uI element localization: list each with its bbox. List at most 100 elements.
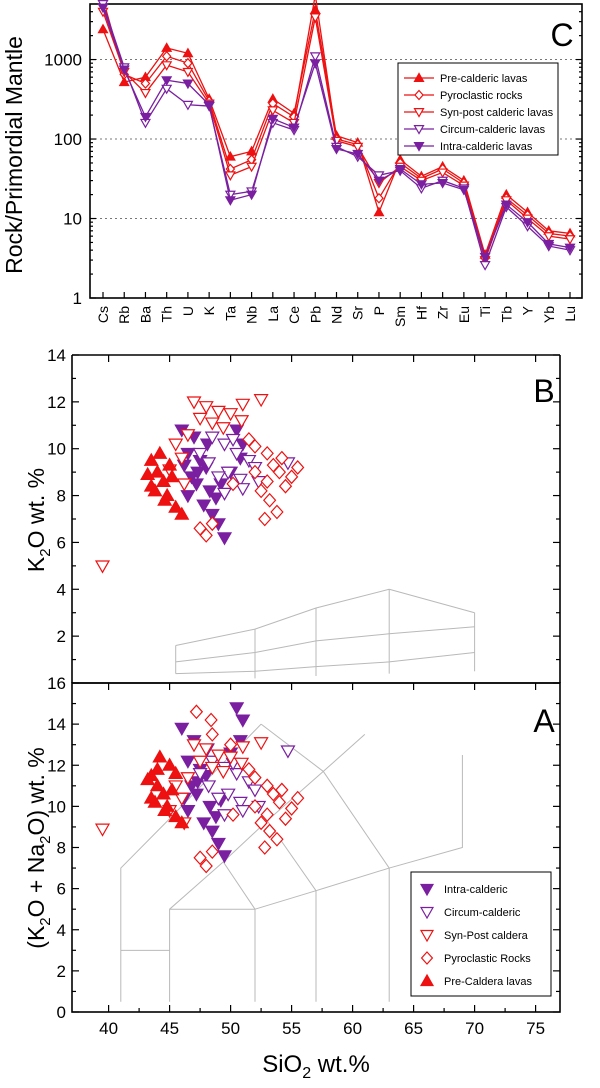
data-point [500,200,512,211]
data-point [204,431,220,445]
data-point [479,252,491,263]
data-point [543,232,555,242]
data-point [258,511,272,527]
data-point [270,504,284,520]
data-point [223,737,238,753]
data-point [159,798,175,812]
field-boundary [175,588,390,647]
data-point [564,235,576,245]
data-point [216,532,233,546]
data-point [272,794,287,810]
x-tick-label: 70 [465,1019,484,1038]
data-point [235,714,251,728]
data-point [309,52,321,62]
x-tick-label: 55 [282,1019,301,1038]
y-axis-label: Rock/Primordial Mantle [1,36,27,274]
data-point [140,466,156,480]
data-point [330,144,343,155]
data-point [202,800,218,815]
data-point [260,778,274,794]
element-label: La [265,306,281,322]
data-point [278,811,293,827]
data-point [205,727,219,742]
series-syn-post-caldera [94,737,269,837]
data-point [199,528,213,543]
element-label: U [180,306,196,316]
data-point [284,801,299,816]
y-label-mid: O + Na [23,844,49,918]
data-point [373,171,385,181]
element-label: Ta [222,306,238,321]
data-point [198,401,214,415]
data-point [278,478,293,494]
data-point [180,755,196,769]
panel-letter: C [550,17,573,53]
data-point [437,179,449,189]
data-point [164,469,180,483]
legend-label: Pre-Caldera lavas [444,976,533,988]
y-label-rest: O wt. % [23,468,49,549]
data-point [118,76,130,87]
data-point [242,761,256,777]
y-label-subscript: 2 [37,548,54,556]
x-label-subscript: 2 [302,1065,311,1082]
data-point [143,790,159,804]
data-point [192,412,208,426]
data-point [225,433,241,448]
data-point [143,452,159,466]
data-point [139,88,151,99]
data-point [253,737,269,751]
data-point [183,57,193,69]
series-pyroclastic-rocks [189,704,305,874]
y-label-subscript: 2 [37,835,54,843]
element-label: Cs [95,306,111,323]
field-boundary [222,861,256,910]
series-syn-post-caldera [94,394,269,574]
data-point [216,850,233,864]
data-point [437,168,449,179]
data-point [309,59,321,69]
data-point [210,837,226,852]
y-tick-label: 14 [47,715,66,734]
data-point [280,745,296,759]
data-point [174,792,190,806]
data-point [235,741,251,755]
data-point [373,206,385,217]
data-point [232,796,248,810]
data-point [168,499,184,513]
data-point [246,162,258,173]
element-label: Yb [541,306,557,323]
data-point [235,398,251,412]
data-point [458,185,470,196]
data-point [248,798,262,814]
element-label: Hf [413,306,429,320]
legend-marker [419,929,435,943]
element-label: Eu [456,306,472,323]
legend-label: Circum-calderic [444,907,521,919]
data-point [196,499,212,513]
data-point [262,823,277,839]
legend-label: Intra-calderic lavas [440,141,533,153]
data-point [161,76,173,86]
field-boundary [175,626,475,663]
element-label: K [201,305,217,315]
data-point [168,765,184,779]
data-point [224,171,236,181]
data-point [204,417,220,431]
element-label: Ba [137,306,153,323]
legend-marker [413,142,425,152]
data-point [479,261,491,271]
data-point [164,782,180,796]
data-point [246,190,258,201]
classification-fields [175,588,476,679]
data-point [260,446,274,461]
data-point [260,807,274,822]
data-point [202,485,218,499]
y-tick-label: 1000 [44,51,82,70]
data-point [224,190,236,201]
legend: Pre-calderic lavas Pyroclastic rocks Syn-p… [397,62,559,156]
data-point [168,808,184,823]
data-point [149,761,165,775]
y-tick-label: 10 [47,797,66,816]
